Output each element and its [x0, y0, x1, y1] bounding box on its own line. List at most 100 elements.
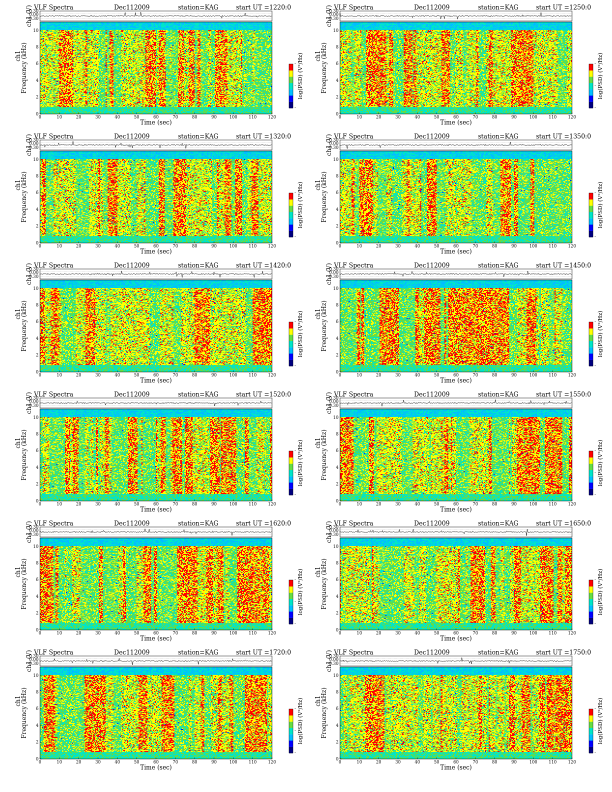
y-tick-label: 8	[336, 689, 339, 694]
x-tick-label: 10	[57, 373, 63, 378]
waveform-line	[339, 141, 572, 149]
y-axis-label: Frequency (kHz)	[21, 687, 28, 738]
trace-axis-label: ch1 (V)	[326, 5, 333, 27]
y-tick-label: 0	[36, 756, 39, 761]
colorbar-tick-label: -	[295, 599, 297, 604]
spectra-panel-2: VLF Spectra Dec112009 station=KAG start UT …	[306, 4, 606, 132]
colorbar-tick-label: -	[295, 105, 297, 110]
title-part-4: start UT =1420:0	[236, 263, 291, 270]
colorbar-segment	[289, 224, 293, 231]
waveform-line	[339, 270, 572, 277]
title-part-2: Dec112009	[414, 134, 450, 141]
x-tick-label: 80	[492, 760, 498, 765]
spectrogram-chart: VLF Spectra Dec112009 station=KAG start UT …	[315, 650, 604, 772]
colorbar-segment	[289, 230, 293, 238]
colorbar-segment	[289, 451, 293, 458]
colorbar-segment	[589, 605, 593, 612]
colorbar-tick-label: -	[295, 363, 297, 368]
colorbar-segment	[589, 101, 593, 109]
x-tick-label: 30	[95, 115, 101, 120]
waveform-line	[39, 141, 272, 149]
x-tick-label: 50	[434, 502, 440, 507]
colorbar-label: log(PSD) (V²/Hz)	[297, 182, 304, 229]
x-tick-label: 40	[115, 502, 121, 507]
trace-tick-label: 0.00	[29, 528, 39, 533]
colorbar-frame	[588, 321, 594, 367]
x-tick-label: 90	[211, 244, 217, 249]
y-axis-prefix: ch1	[15, 695, 22, 706]
colorbar-segment	[589, 734, 593, 741]
y-tick-label: 2	[336, 95, 339, 100]
x-tick-label: 70	[473, 115, 479, 120]
spectrogram-chart: VLF Spectra Dec112009 station=KAG start UT …	[315, 134, 604, 256]
title-part-4: start UT =1450:0	[536, 263, 591, 270]
spectrogram-image	[40, 667, 272, 759]
y-tick-label: 6	[336, 61, 339, 66]
y-axis-label: Frequency (kHz)	[21, 42, 28, 93]
spectrogram-image	[340, 280, 572, 372]
trace-axis-label: ch1 (V)	[326, 521, 333, 543]
colorbar-segment	[589, 64, 593, 71]
x-tick-label: 60	[153, 631, 159, 636]
colorbar-segment	[589, 70, 593, 77]
spectrogram-image	[340, 22, 572, 114]
trace-tick-label: 0.30	[329, 525, 339, 530]
x-tick-label: 30	[95, 373, 101, 378]
y-axis-label: Frequency (kHz)	[321, 687, 328, 738]
colorbar-segment	[289, 76, 293, 84]
colorbar-segment	[589, 95, 593, 102]
y-tick-label: 0	[336, 756, 339, 761]
x-tick-label: 100	[529, 760, 537, 765]
colorbar-tick-label: -	[295, 234, 297, 239]
x-tick-label: 60	[453, 373, 459, 378]
colorbar-tick-label: -	[595, 341, 597, 346]
y-tick-label: 6	[36, 706, 39, 711]
title-part-3: station=KAG	[478, 134, 519, 141]
colorbar-label: log(PSD) (V²/Hz)	[297, 698, 304, 745]
y-tick-label: 4	[336, 594, 339, 599]
y-tick-label: 2	[36, 95, 39, 100]
x-tick-label: 70	[173, 631, 179, 636]
y-tick-label: 6	[36, 190, 39, 195]
colorbar-frame	[288, 579, 294, 625]
x-tick-label: 90	[511, 631, 517, 636]
x-tick-label: 10	[57, 760, 63, 765]
waveform-line	[339, 12, 572, 20]
colorbar-segment	[289, 598, 293, 606]
title-part-2: Dec112009	[114, 134, 150, 141]
trace-tick-label: 0.00	[329, 12, 339, 17]
x-tick-label: 30	[395, 631, 401, 636]
x-tick-label: 30	[95, 631, 101, 636]
title-part-4: start UT =1720:0	[236, 650, 291, 657]
x-tick-label: 100	[229, 502, 237, 507]
title-part-4: start UT =1220:0	[236, 5, 291, 12]
x-tick-label: 70	[473, 631, 479, 636]
x-tick-label: 10	[57, 631, 63, 636]
colorbar-segment	[289, 734, 293, 741]
x-tick-label: 50	[134, 244, 140, 249]
colorbar-tick-label: -	[595, 599, 597, 604]
x-tick-label: 40	[115, 115, 121, 120]
y-tick-label: 4	[336, 207, 339, 212]
x-tick-label: 30	[395, 760, 401, 765]
y-axis-prefix: ch1	[315, 695, 322, 706]
y-axis-label: Frequency (kHz)	[321, 429, 328, 480]
x-tick-label: 70	[173, 373, 179, 378]
y-tick-label: 10	[333, 673, 339, 678]
waveform-line	[39, 12, 272, 19]
colorbar-segment	[589, 709, 593, 716]
trace-tick-label: -0.30	[28, 16, 39, 21]
y-tick-label: 10	[33, 673, 39, 678]
y-tick-label: 4	[336, 78, 339, 83]
trace-tick-label: -0.30	[28, 403, 39, 408]
y-tick-label: 0	[336, 240, 339, 245]
waveform-line	[339, 399, 572, 407]
y-axis-prefix: ch1	[15, 308, 22, 319]
colorbar-segment	[289, 709, 293, 716]
colorbar-segment	[589, 340, 593, 348]
title-part-3: station=KAG	[178, 392, 219, 399]
y-tick-label: 4	[36, 78, 39, 83]
colorbar-tick-label: -	[595, 83, 597, 88]
y-tick-label: 4	[336, 723, 339, 728]
